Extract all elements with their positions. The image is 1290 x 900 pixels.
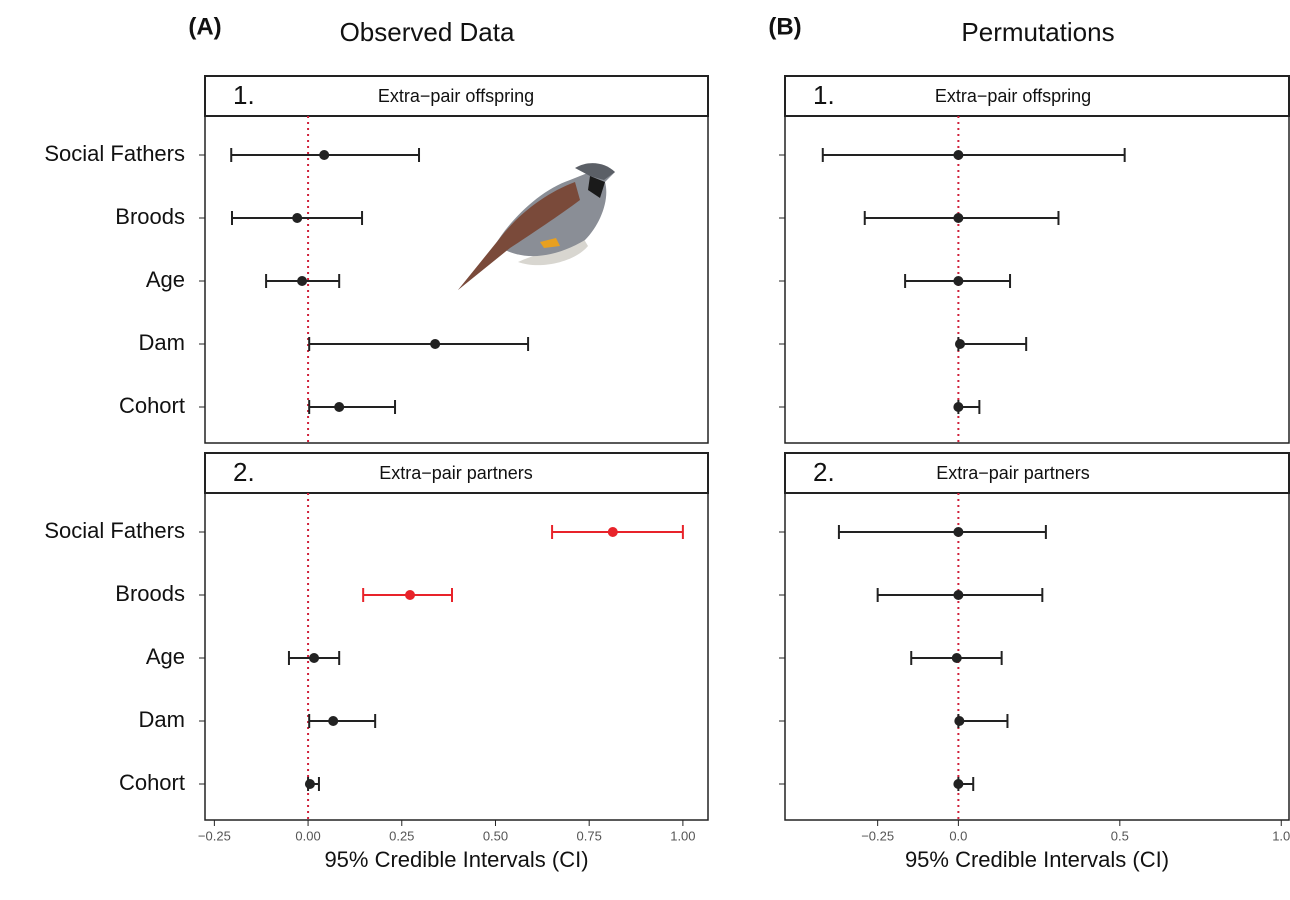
panel-frame xyxy=(204,452,709,821)
x-axis-label: 95% Credible Intervals (CI) xyxy=(905,847,1169,872)
strip-number: 2. xyxy=(813,457,835,487)
y-tick-label: Age xyxy=(146,644,185,669)
point xyxy=(953,527,964,537)
point xyxy=(430,339,441,349)
y-tick-label: Age xyxy=(146,267,185,292)
y-tick-label: Social Fathers xyxy=(44,518,185,543)
strip-number: 2. xyxy=(233,457,255,487)
y-tick-label: Broods xyxy=(115,204,185,229)
y-tick-label: Broods xyxy=(115,581,185,606)
panel-strip xyxy=(204,452,709,494)
panel-tag: (A) xyxy=(188,13,221,40)
x-tick-label: 0.00 xyxy=(295,828,320,843)
y-tick-label: Dam xyxy=(139,330,185,355)
point xyxy=(951,653,962,663)
point xyxy=(953,150,964,160)
y-tick-label: Cohort xyxy=(119,770,185,795)
x-tick-label: −0.25 xyxy=(198,828,231,843)
y-tick-label: Dam xyxy=(139,707,185,732)
point xyxy=(953,590,964,600)
panel-strip xyxy=(784,452,1290,494)
point xyxy=(953,276,964,286)
strip-title: Extra−pair offspring xyxy=(378,86,534,106)
strip-number: 1. xyxy=(813,80,835,110)
point xyxy=(953,779,964,789)
point xyxy=(405,590,416,600)
panel-frame xyxy=(204,75,709,444)
sparrow-illustration xyxy=(458,163,615,290)
point xyxy=(292,213,303,223)
point xyxy=(953,213,964,223)
point xyxy=(607,527,618,537)
strip-title: Extra−pair offspring xyxy=(935,86,1091,106)
point xyxy=(304,779,315,789)
x-tick-label: 1.00 xyxy=(670,828,695,843)
y-tick-label: Cohort xyxy=(119,393,185,418)
strip-title: Extra−pair partners xyxy=(936,463,1090,483)
point xyxy=(954,339,965,349)
panel-title: Observed Data xyxy=(340,17,515,47)
panel-strip xyxy=(204,75,709,117)
x-tick-label: 1.0 xyxy=(1272,828,1290,843)
point xyxy=(328,716,339,726)
x-tick-label: 0.25 xyxy=(389,828,414,843)
panel-frame xyxy=(784,75,1290,444)
point xyxy=(954,716,965,726)
x-tick-label: 0.50 xyxy=(483,828,508,843)
x-tick-label: −0.25 xyxy=(861,828,894,843)
x-tick-label: 0.0 xyxy=(949,828,967,843)
point xyxy=(297,276,308,286)
panel-tag: (B) xyxy=(768,13,801,40)
point xyxy=(953,402,964,412)
strip-number: 1. xyxy=(233,80,255,110)
point xyxy=(309,653,320,663)
x-tick-label: 0.5 xyxy=(1111,828,1129,843)
strip-title: Extra−pair partners xyxy=(379,463,533,483)
panel-frame xyxy=(784,452,1290,821)
point xyxy=(334,402,345,412)
point xyxy=(319,150,330,160)
y-tick-label: Social Fathers xyxy=(44,141,185,166)
panel-strip xyxy=(784,75,1290,117)
x-tick-label: 0.75 xyxy=(577,828,602,843)
panel-title: Permutations xyxy=(961,17,1114,47)
x-axis-label: 95% Credible Intervals (CI) xyxy=(324,847,588,872)
